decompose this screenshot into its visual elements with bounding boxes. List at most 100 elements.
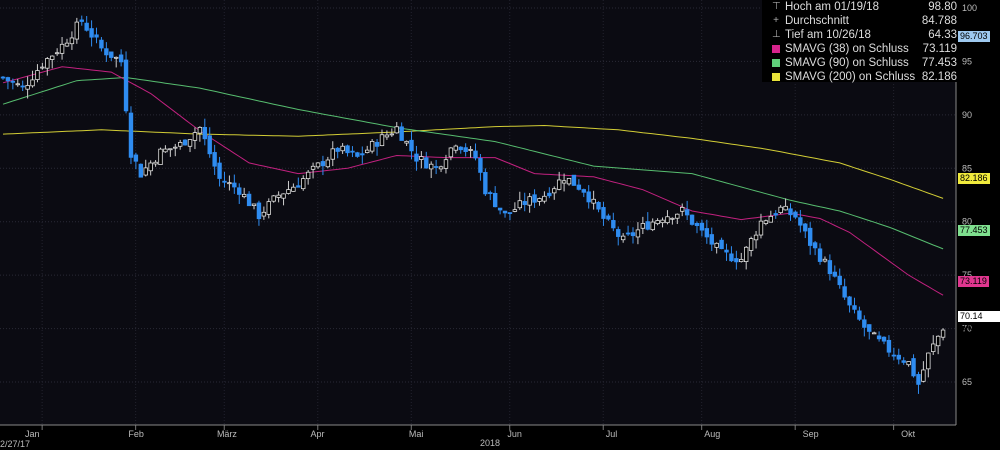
candle-body: [650, 221, 655, 231]
candle-body: [429, 163, 434, 170]
candle: [163, 145, 168, 153]
candle-body: [232, 182, 237, 188]
candle: [719, 237, 724, 250]
candle: [739, 252, 744, 263]
candle: [896, 348, 901, 365]
candle: [379, 129, 385, 147]
candle-body: [84, 22, 89, 31]
candle-body: [207, 135, 212, 155]
candle-body: [807, 227, 813, 246]
x-tick-label: März: [217, 429, 237, 439]
candle: [507, 212, 513, 221]
candle-body: [773, 213, 778, 216]
legend-sma200-value: 82.186: [921, 71, 957, 83]
candle-body: [537, 198, 542, 202]
candle-body: [847, 296, 852, 306]
candle: [532, 189, 537, 208]
candle: [586, 185, 591, 209]
candle-body: [837, 275, 842, 286]
candle-body: [89, 28, 94, 38]
legend-average-value: 84.788: [921, 15, 957, 27]
candle-body: [360, 153, 365, 156]
candle-body: [596, 201, 601, 210]
candle-body: [591, 198, 596, 204]
candle-body: [261, 211, 267, 217]
candle: [837, 268, 842, 289]
candle-body: [330, 148, 335, 160]
candle: [438, 165, 444, 173]
candle-body: [542, 195, 547, 202]
x-tick-label: Okt: [901, 429, 916, 439]
x-tick-label: Aug: [704, 429, 720, 439]
candle-body: [365, 149, 370, 153]
candle: [177, 139, 183, 150]
candle-body: [916, 374, 921, 385]
candle-body: [606, 215, 611, 220]
candle: [724, 243, 729, 261]
candle: [911, 354, 916, 378]
y-tick-label: 90: [962, 110, 972, 120]
candle-body: [586, 191, 591, 203]
candle-body: [891, 354, 897, 357]
candle: [463, 143, 468, 157]
candle: [625, 225, 631, 236]
candle: [99, 37, 104, 52]
candle: [59, 37, 65, 60]
candle: [409, 131, 414, 160]
candle-body: [64, 42, 70, 47]
candle-body: [601, 207, 606, 219]
candle-body: [581, 189, 586, 193]
candle: [655, 218, 660, 226]
candle-body: [630, 232, 636, 237]
candle-body: [561, 180, 567, 184]
candle: [50, 55, 55, 69]
candle-body: [212, 152, 217, 167]
candle: [25, 76, 30, 99]
candle-body: [512, 209, 518, 212]
candle-body: [350, 150, 355, 153]
candle: [857, 306, 862, 321]
candle-body: [296, 185, 301, 188]
candle: [74, 17, 80, 44]
candle-body: [670, 217, 675, 220]
candle-body: [576, 184, 582, 190]
candle: [212, 144, 217, 175]
candle-body: [827, 260, 833, 275]
candle: [931, 335, 936, 355]
candle: [286, 180, 291, 195]
candle: [517, 191, 522, 210]
sma38-swatch: [772, 45, 780, 53]
candle-body: [680, 206, 685, 212]
candle-body: [104, 48, 109, 56]
candle-body: [345, 145, 350, 154]
candle-body: [517, 200, 522, 209]
candle: [552, 186, 557, 200]
candle-body: [251, 203, 257, 206]
candle: [192, 127, 198, 150]
candle-body: [222, 180, 227, 183]
candle: [596, 201, 601, 213]
legend-high: ⊤ Hoch am 01/19/18 98.80: [762, 0, 959, 14]
candle-body: [901, 360, 906, 363]
candle: [645, 212, 650, 231]
candle: [650, 218, 655, 232]
candle: [104, 42, 109, 62]
candle: [522, 192, 527, 212]
candle: [89, 20, 94, 47]
candle: [561, 173, 567, 192]
candle-body: [507, 212, 513, 214]
candle-body: [453, 145, 459, 151]
candle: [345, 144, 350, 157]
candle-body: [74, 21, 80, 40]
candle-body: [138, 163, 144, 178]
axis-tag-sma90: 77.453: [958, 225, 990, 236]
candle: [458, 146, 463, 154]
candle: [355, 151, 360, 158]
average-marker-icon: +: [773, 15, 779, 26]
candle: [266, 198, 271, 219]
candle: [803, 222, 808, 239]
candle: [222, 171, 227, 188]
candle: [301, 175, 306, 191]
candle-body: [788, 208, 793, 216]
candle-body: [783, 205, 788, 211]
